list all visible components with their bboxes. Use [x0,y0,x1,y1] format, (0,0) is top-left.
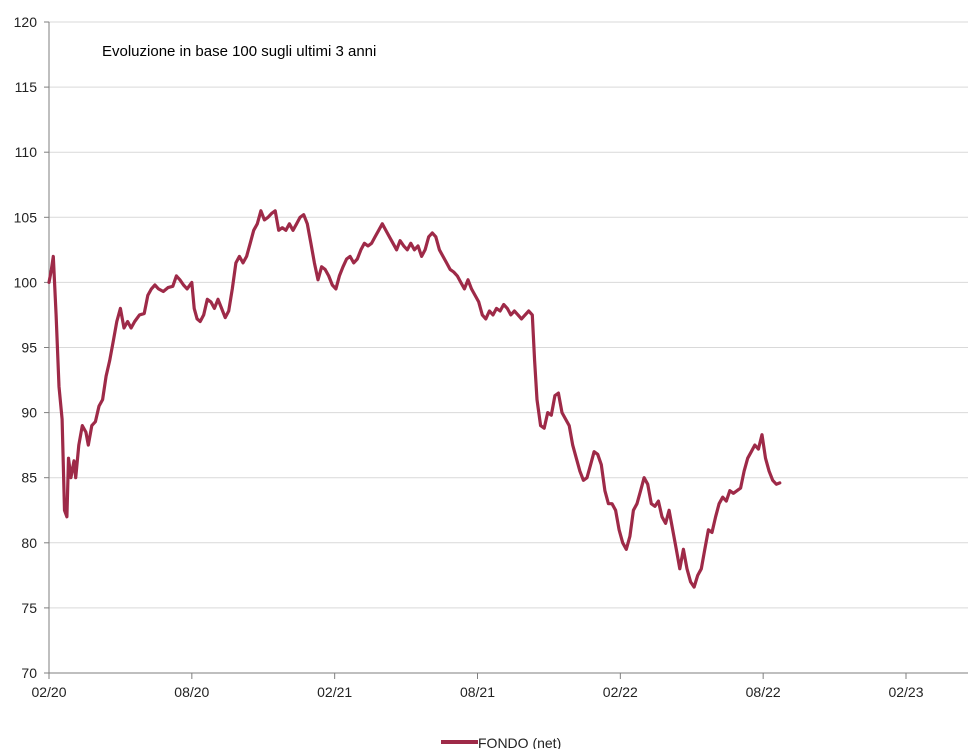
x-tick-label: 08/22 [746,684,781,700]
y-tick-label: 80 [21,535,37,551]
y-tick-label: 115 [15,79,38,95]
series-layer [47,209,782,589]
y-tick-label: 95 [21,340,37,356]
x-tick-label: 02/22 [603,684,638,700]
y-tick-label: 90 [21,405,37,421]
gridlines [49,21,968,609]
y-axis: 70 75 80 85 90 95 100 105 110 115 120 [14,14,50,681]
x-tick-label: 02/21 [317,684,352,700]
y-tick-label: 70 [21,665,37,681]
legend-label-fondo: FONDO (net) [478,735,561,749]
chart-title: Evoluzione in base 100 sugli ultimi 3 an… [102,43,376,60]
y-tick-label: 85 [21,470,37,486]
x-tick-label: 02/23 [888,684,923,700]
y-tick-label: 75 [21,600,37,616]
y-tick-label: 100 [14,274,38,290]
y-tick-label: 110 [15,144,38,160]
y-tick-label: 105 [14,209,38,225]
x-tick-label: 02/20 [31,684,66,700]
x-tick-label: 08/20 [174,684,209,700]
legend: FONDO (net) [441,735,561,749]
x-axis: 02/20 08/20 02/21 08/21 02/22 08/22 02/23 [31,672,968,700]
series-line-fondo [47,209,782,589]
y-tick-label: 120 [14,14,38,30]
x-tick-label: 08/21 [460,684,495,700]
